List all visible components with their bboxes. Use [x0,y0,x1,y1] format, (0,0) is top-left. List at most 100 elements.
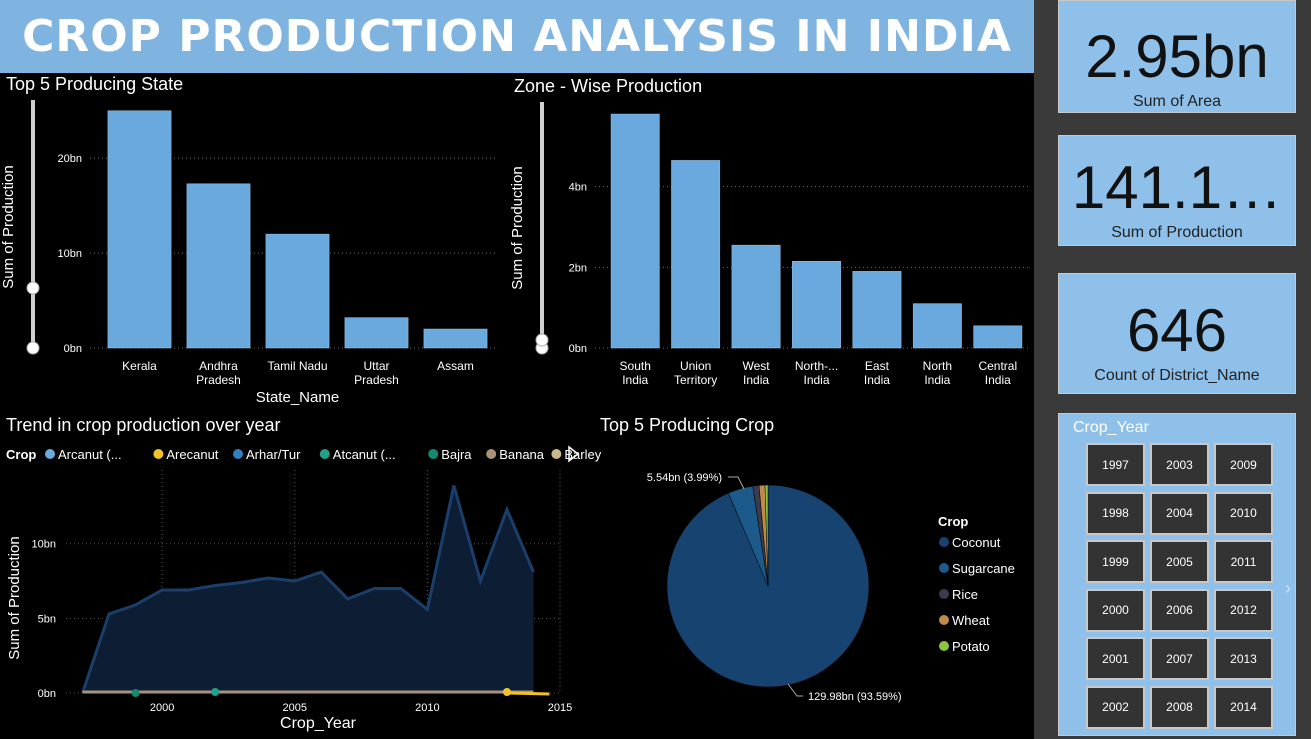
legend-marker [939,537,949,547]
legend-entry: Potato [952,639,990,654]
range-slider-handle[interactable] [535,333,549,347]
x-tick-label: 2010 [415,702,439,714]
data-label: 5.54bn (3.99%) [647,472,722,484]
y-axis-label: Sum of Production [509,166,526,289]
series-area[interactable] [82,485,534,693]
data-point[interactable] [211,688,220,696]
range-slider-handle[interactable] [26,341,40,355]
x-tick-label: India [985,373,1011,387]
crop-pie-chart[interactable]: 5.54bn (3.99%) 129.98bn (93.59%) Crop Cocon… [647,472,1015,703]
y-tick-label: 0bn [64,343,82,355]
x-tick-label: 2000 [150,702,174,714]
slicer-title: Crop_Year [1073,419,1149,436]
legend-marker [233,449,243,459]
dashboard-title: CROP PRODUCTION ANALYSIS IN INDIA [22,11,1012,62]
legend-marker [319,449,330,459]
area-card-label: Sum of Area [1132,93,1222,110]
legend-marker [939,589,949,599]
legend-entry: Banana [499,447,545,462]
production-card-value: 141.1… [1071,154,1283,221]
x-tick-label: North-... [795,359,838,373]
legend-next-icon[interactable] [568,445,580,463]
legend-marker [45,449,55,459]
leader-line [728,476,745,490]
bar[interactable] [731,244,781,349]
x-tick-label: India [622,373,648,387]
year-button[interactable]: 2005 [1150,540,1209,584]
bar[interactable] [107,110,172,349]
pie-slice[interactable] [764,484,769,587]
year-button[interactable]: 2000 [1086,588,1145,632]
right-panel: 2.95bn Sum of Area 141.1… Sum of Product… [1034,0,1311,739]
year-button[interactable]: 2009 [1214,443,1273,486]
x-tick-label: South [620,359,651,373]
legend-marker [551,449,562,459]
year-button[interactable]: 2010 [1214,491,1273,535]
year-button[interactable]: 2004 [1150,491,1209,535]
bar[interactable] [265,233,330,349]
y-axis-label: Sum of Production [6,536,23,659]
legend-marker [486,449,497,459]
state-chart-title: Top 5 Producing State [6,74,184,94]
bar[interactable] [852,271,902,349]
state-bar-chart[interactable]: 0bn 10bn 20bn Sum of Production Kerala Andhra… [0,100,495,406]
range-slider-handle[interactable] [26,281,40,295]
x-tick-label: India [864,373,890,387]
year-button[interactable]: 1999 [1086,540,1145,584]
x-tick-label: East [865,359,890,373]
area-card: 2.95bn Sum of Area [1058,0,1296,113]
year-button[interactable]: 2006 [1150,588,1209,632]
legend-entry: Rice [952,587,978,602]
x-tick-label: Pradesh [354,373,399,387]
y-tick-label: 20bn [58,153,82,165]
year-button[interactable]: 2002 [1086,685,1145,729]
legend-entry: Atcanut (... [333,447,396,462]
data-point[interactable] [502,688,511,696]
x-axis-label: State_Name [256,389,339,406]
bar[interactable] [792,261,841,349]
series-line[interactable] [81,485,535,694]
pie-chart-title: Top 5 Producing Crop [600,415,775,435]
leader-line [787,683,803,697]
zone-chart-title: Zone - Wise Production [514,76,703,96]
year-button[interactable]: 1997 [1086,443,1145,486]
x-tick-label: Tamil Nadu [267,359,327,373]
x-tick-label: Union [680,359,711,373]
year-button[interactable]: 2008 [1150,685,1209,729]
chevron-right-icon[interactable]: › [1285,578,1291,598]
x-tick-label: West [743,359,771,373]
trend-area-chart[interactable]: Crop Arcanut (... Arecanut Arhar/Tur Atcanut… [6,445,602,732]
x-tick-label: Pradesh [196,373,241,387]
year-button[interactable]: 2007 [1150,637,1209,681]
year-button[interactable]: 2001 [1086,637,1145,681]
year-button[interactable]: 2011 [1214,540,1273,584]
year-button-grid: 1997 2003 2009 1998 2004 2010 1999 2005 2011 2000… [1086,443,1273,729]
legend-marker [939,563,949,573]
year-button[interactable]: 2003 [1150,443,1209,486]
bar[interactable] [973,325,1023,349]
bar[interactable] [912,303,962,349]
district-card: 646 Count of District_Name [1058,273,1296,394]
year-button[interactable]: 2014 [1214,685,1273,729]
bar[interactable] [344,317,409,349]
y-axis-label: Sum of Production [0,165,17,288]
legend-entry: Wheat [952,613,990,628]
bar[interactable] [671,160,721,349]
x-tick-label: 2015 [548,702,572,714]
year-button[interactable]: 2013 [1214,637,1273,681]
minor-series-line[interactable] [506,691,550,696]
x-tick-label: Assam [437,359,474,373]
bar[interactable] [610,113,660,349]
year-button[interactable]: 1998 [1086,491,1145,535]
year-button[interactable]: 2012 [1214,588,1273,632]
legend-entry: Sugarcane [952,561,1015,576]
district-card-value: 646 [1126,297,1228,364]
x-tick-label: 2005 [282,702,306,714]
legend-entry: Coconut [952,535,1001,550]
data-point[interactable] [131,689,140,697]
bar[interactable] [186,183,251,349]
trend-chart-title: Trend in crop production over year [6,415,281,435]
legend-title: Crop [6,447,36,462]
bar[interactable] [423,328,488,349]
